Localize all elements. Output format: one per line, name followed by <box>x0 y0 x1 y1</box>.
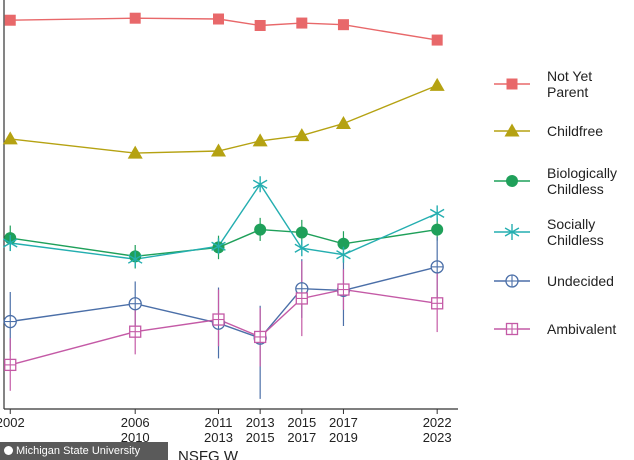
socially_childless-point-3 <box>252 176 268 193</box>
x-tick-label-1-1: 2010 <box>121 430 150 445</box>
x-tick-label-2-0: 2011 <box>205 415 233 430</box>
x-tick-label-5-0: 2017 <box>329 415 358 430</box>
university-seal-icon <box>4 446 13 455</box>
not_yet_parent-point-5 <box>337 19 349 31</box>
legend: Not Yet Parent Childfree Biologically Childl… <box>494 68 617 337</box>
x-axis-ticks: 2002200620102011201320132015201520172017… <box>0 409 452 445</box>
legend-marker-ambivalent <box>505 322 519 336</box>
ambivalent-point-5 <box>337 283 350 296</box>
not_yet_parent-point-0 <box>4 14 16 26</box>
x-tick-label-3-1: 2015 <box>246 430 275 445</box>
legend-label-not_yet_parent: Not Yet Parent <box>547 68 592 100</box>
ambivalent-point-4 <box>295 292 308 305</box>
legend-marker-biologically_childless <box>506 175 518 187</box>
credit-text: Michigan State University <box>16 445 141 457</box>
source-label: NSFG W <box>178 449 238 460</box>
biologically_childless-point-6 <box>431 223 444 236</box>
socially_childless-point-1 <box>127 251 143 268</box>
childfree-point-2 <box>211 143 227 157</box>
childfree-point-6 <box>429 77 445 91</box>
not_yet_parent-point-4 <box>296 17 308 29</box>
childfree-point-5 <box>335 116 351 129</box>
x-tick-label-6-0: 2022 <box>423 415 452 430</box>
socially_childless-point-5 <box>336 246 351 263</box>
series-lines <box>10 17 438 366</box>
childfree-point-1 <box>127 145 143 159</box>
ambivalent-point-3 <box>254 330 267 344</box>
legend-marker-undecided <box>505 274 519 288</box>
x-tick-label-3-0: 2013 <box>246 415 275 430</box>
legend-label-ambivalent: Ambivalent <box>547 321 616 337</box>
x-tick-label-0-0: 2002 <box>0 415 25 430</box>
not_yet_parent-point-6 <box>431 34 443 46</box>
undecided-line <box>10 266 438 339</box>
legend-marker-not_yet_parent <box>506 78 518 90</box>
legend-marker-childfree <box>504 123 520 137</box>
childfree-point-3 <box>252 133 268 147</box>
ambivalent-point-0 <box>4 358 17 372</box>
biologically_childless-point-5 <box>337 237 350 250</box>
not_yet_parent-point-1 <box>129 12 141 24</box>
socially_childless-point-6 <box>429 205 445 222</box>
x-tick-label-4-0: 2015 <box>287 415 316 430</box>
ambivalent-point-2 <box>212 313 225 326</box>
legend-item-socially_childless: Socially Childless <box>494 216 604 248</box>
legend-item-not_yet_parent: Not Yet Parent <box>494 68 592 100</box>
socially_childless-point-4 <box>294 240 310 257</box>
ambivalent-point-6 <box>431 297 444 310</box>
legend-label-childfree: Childfree <box>547 123 603 139</box>
x-tick-label-6-1: 2023 <box>423 430 452 445</box>
biologically_childless-point-3 <box>254 223 267 236</box>
undecided-point-1 <box>128 297 142 311</box>
childfree-point-0 <box>2 131 18 145</box>
socially_childless-point-2 <box>211 238 226 255</box>
x-tick-label-2-1: 2013 <box>204 430 233 445</box>
undecided-point-0 <box>3 314 17 329</box>
legend-item-undecided: Undecided <box>494 273 614 289</box>
biologically_childless-point-4 <box>295 226 308 239</box>
credit-badge: Michigan State University <box>0 442 168 460</box>
socially_childless-point-0 <box>2 234 18 251</box>
x-tick-label-5-1: 2019 <box>329 430 358 445</box>
not_yet_parent-point-2 <box>213 13 225 25</box>
childfree-point-4 <box>294 128 310 142</box>
legend-label-socially_childless: Socially Childless <box>547 216 604 248</box>
undecided-point-6 <box>430 260 444 274</box>
legend-item-biologically_childless: Biologically Childless <box>494 165 617 197</box>
series-markers <box>2 12 445 372</box>
x-tick-label-1-0: 2006 <box>121 415 150 430</box>
not_yet_parent-point-3 <box>254 19 266 31</box>
ambivalent-point-1 <box>129 325 142 338</box>
legend-marker-socially_childless <box>504 224 520 240</box>
legend-label-biologically_childless: Biologically Childless <box>547 165 617 197</box>
legend-item-childfree: Childfree <box>494 123 603 139</box>
childfree-line <box>10 84 438 154</box>
legend-label-undecided: Undecided <box>547 273 614 289</box>
x-tick-label-4-1: 2017 <box>287 430 316 445</box>
legend-item-ambivalent: Ambivalent <box>494 321 616 337</box>
